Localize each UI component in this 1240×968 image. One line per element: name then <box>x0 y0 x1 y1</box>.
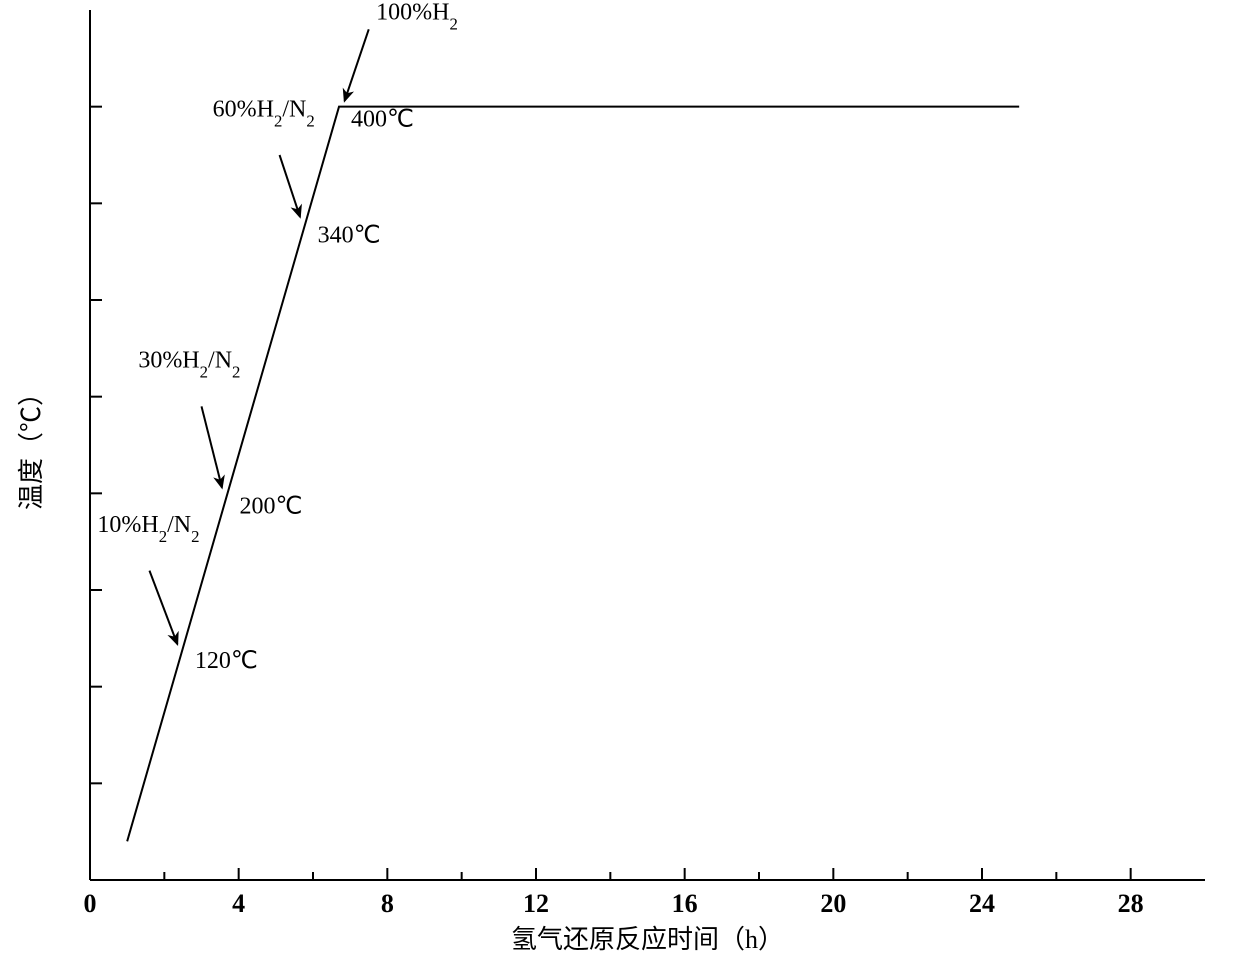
temperature-labels: 120℃ 200℃ 340℃ 400℃ <box>195 107 414 674</box>
annotation-arrow <box>149 571 177 644</box>
temperature-marker-label: 200℃ <box>240 493 303 519</box>
gas-composition-label: 60%H2/N2 <box>213 96 315 130</box>
x-tick-label: 28 <box>1118 889 1144 918</box>
x-tick-label: 0 <box>84 889 97 918</box>
temperature-marker-label: 400℃ <box>351 107 414 133</box>
annotation-arrow <box>345 29 369 101</box>
x-tick-label: 20 <box>820 889 846 918</box>
x-tick-label: 8 <box>381 889 394 918</box>
x-tick-label: 4 <box>232 889 245 918</box>
chart-svg: 0 4 8 12 16 20 24 28 120℃ 200℃ 340℃ 400℃ 10%H2/N2 3… <box>0 0 1240 968</box>
x-axis-label: 氢气还原反应时间（h） <box>511 925 784 954</box>
gas-composition-label: 30%H2/N2 <box>138 348 240 382</box>
x-tick-label: 12 <box>523 889 549 918</box>
x-tick-label: 16 <box>672 889 698 918</box>
annotation-arrow <box>202 406 222 487</box>
x-tick-label: 24 <box>969 889 995 918</box>
axes <box>90 10 1205 880</box>
gas-composition-label: 100%H2 <box>376 0 458 33</box>
temperature-marker-label: 340℃ <box>318 223 381 249</box>
gas-composition-label: 10%H2/N2 <box>97 512 199 546</box>
x-ticks: 0 4 8 12 16 20 24 28 <box>84 868 1144 918</box>
temperature-profile-line <box>127 107 1019 842</box>
y-axis-label: 温度（℃） <box>17 380 46 510</box>
temperature-marker-label: 120℃ <box>195 648 258 674</box>
chart-root: 0 4 8 12 16 20 24 28 120℃ 200℃ 340℃ 400℃ 10%H2/N2 3… <box>0 0 1240 968</box>
y-ticks <box>90 107 102 784</box>
annotation-arrow <box>280 155 300 217</box>
